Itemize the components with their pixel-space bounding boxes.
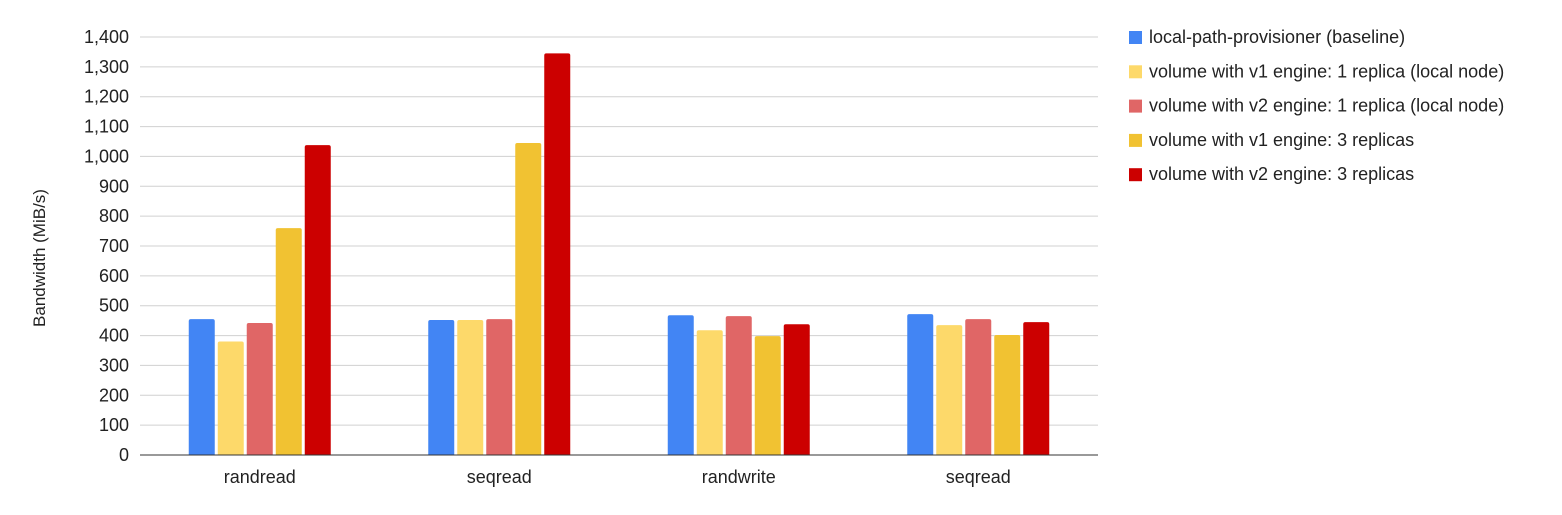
bar — [304, 145, 331, 455]
y-tick-label: 400 — [99, 326, 129, 346]
bar — [936, 325, 963, 455]
category-label: randwrite — [702, 467, 776, 487]
bars — [188, 53, 1050, 456]
y-tick-label: 500 — [99, 296, 129, 316]
category-label: seqread — [946, 467, 1011, 487]
bar — [188, 319, 215, 455]
y-tick-label: 1,100 — [84, 117, 129, 137]
bar — [667, 315, 694, 455]
y-tick-label: 100 — [99, 415, 129, 435]
legend-swatch — [1129, 65, 1142, 79]
bar — [544, 53, 571, 456]
legend-label: volume with v2 engine: 1 replica (local … — [1149, 96, 1504, 116]
legend: local-path-provisioner (baseline) volume … — [1129, 27, 1504, 184]
bar — [428, 320, 455, 455]
y-tick-label: 700 — [99, 236, 129, 256]
bar — [246, 323, 273, 455]
bar — [217, 341, 244, 455]
legend-swatch — [1129, 168, 1142, 182]
y-tick-label: 1,200 — [84, 87, 129, 107]
legend-item: local-path-provisioner (baseline) — [1129, 27, 1405, 47]
legend-swatch — [1129, 99, 1142, 113]
bar — [965, 319, 992, 455]
legend-item: volume with v2 engine: 3 replicas — [1129, 164, 1414, 184]
y-tick-label: 900 — [99, 176, 129, 196]
bar — [1023, 322, 1050, 455]
y-tick-label: 1,400 — [84, 27, 129, 47]
bar — [994, 334, 1021, 455]
bar — [696, 330, 723, 455]
legend-label: local-path-provisioner (baseline) — [1149, 27, 1405, 47]
y-tick-label: 300 — [99, 355, 129, 375]
legend-item: volume with v2 engine: 1 replica (local … — [1129, 96, 1504, 116]
bar — [783, 324, 810, 455]
category-label: seqread — [467, 467, 532, 487]
bar — [486, 319, 513, 455]
y-tick-label: 200 — [99, 385, 129, 405]
category-label: randread — [224, 467, 296, 487]
y-tick-label: 800 — [99, 206, 129, 226]
bar — [275, 228, 302, 455]
legend-item: volume with v1 engine: 1 replica (local … — [1129, 61, 1504, 81]
bar — [515, 142, 542, 455]
bar — [907, 314, 934, 455]
y-tick-labels: 0 100 200 300 400 500 600 700 800 900 1,000 1,100 1,… — [84, 27, 129, 465]
y-tick-label: 1,300 — [84, 57, 129, 77]
y-tick-label: 600 — [99, 266, 129, 286]
legend-swatch — [1129, 31, 1142, 44]
y-axis-label: Bandwidth (MiB/s) — [30, 189, 49, 327]
legend-swatch — [1129, 133, 1142, 147]
bar — [457, 320, 484, 455]
bar — [754, 336, 781, 455]
legend-label: volume with v1 engine: 1 replica (local … — [1149, 61, 1504, 81]
y-tick-label: 1,000 — [84, 146, 129, 166]
legend-item: volume with v1 engine: 3 replicas — [1129, 130, 1414, 150]
legend-label: volume with v2 engine: 3 replicas — [1149, 164, 1414, 184]
category-labels: randread seqread randwrite seqread — [224, 467, 1011, 487]
y-tick-label: 0 — [119, 445, 129, 465]
legend-label: volume with v1 engine: 3 replicas — [1149, 130, 1414, 150]
bar — [725, 316, 752, 455]
